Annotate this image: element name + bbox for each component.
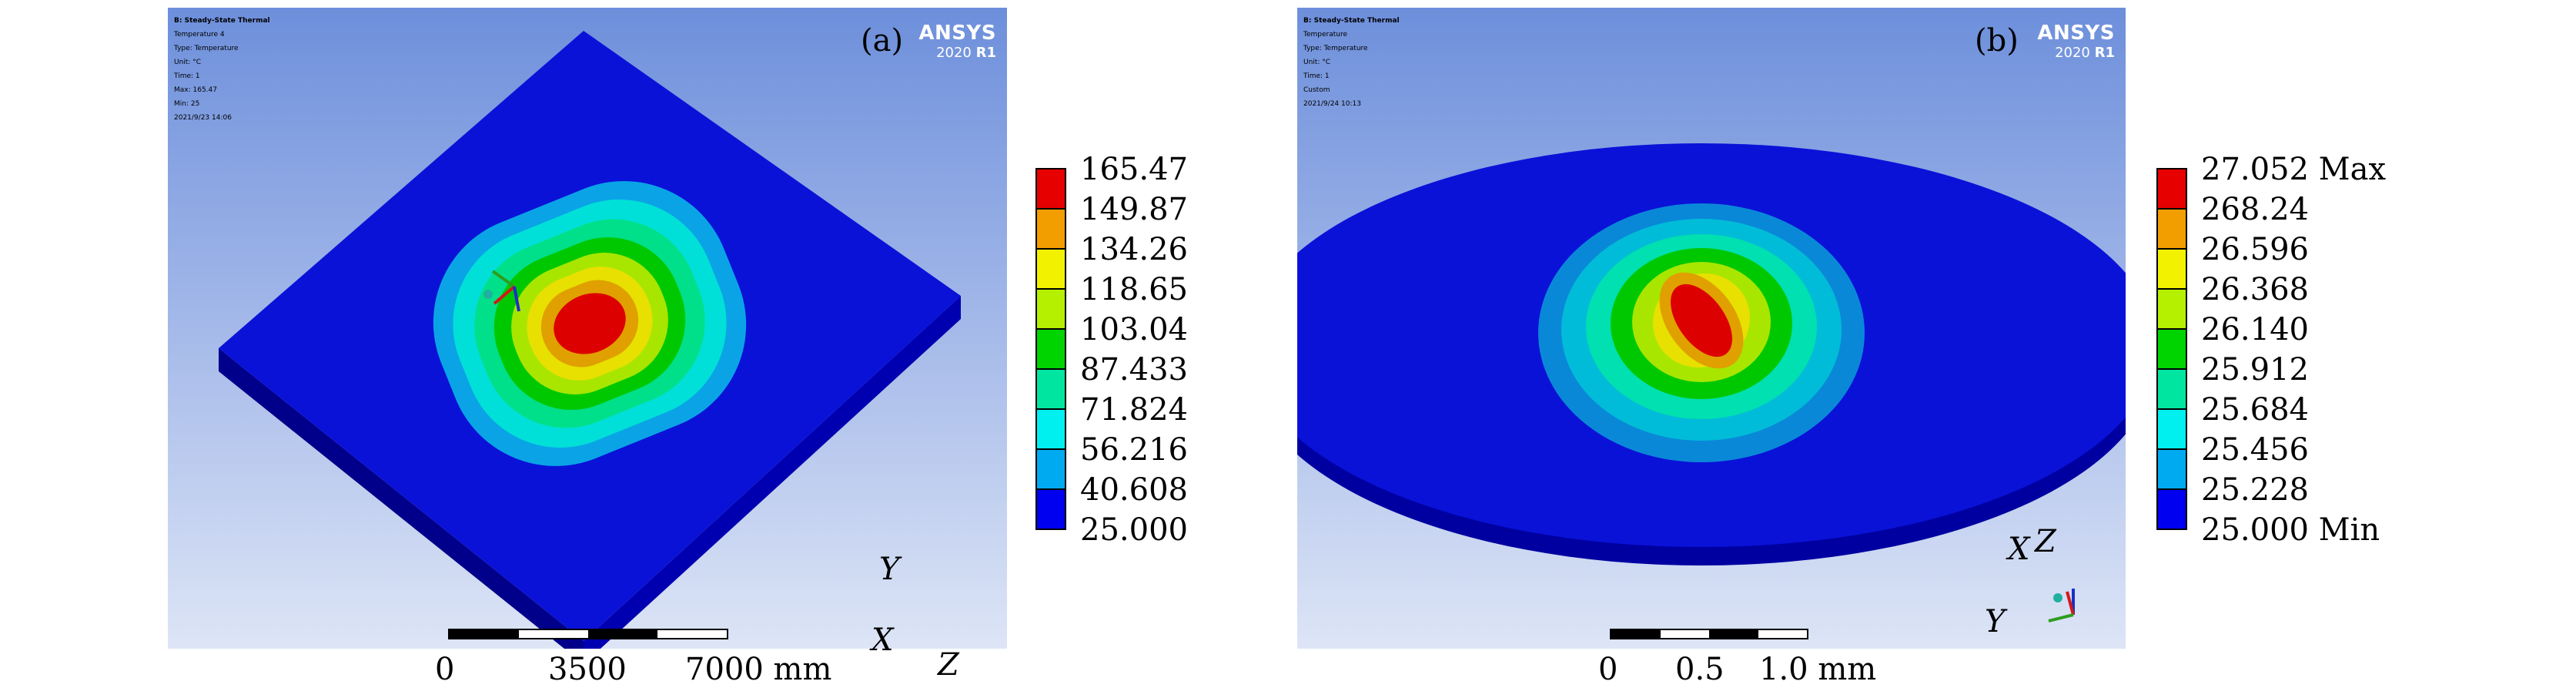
legend-a: 165.47 149.87 134.26 118.65 103.04 87.433 71.8… (1035, 154, 1266, 545)
scale-bar-b (1610, 629, 1808, 639)
axis-label-y: Y (1985, 604, 2006, 639)
viewport-a: B: Steady-State Thermal Temperature 4 Ty… (168, 8, 1007, 649)
hud-line: Max: 165.47 (174, 86, 217, 94)
scale-label: 1.0 mm (1759, 652, 1877, 687)
legend-value: 134.26 (1080, 232, 1188, 267)
panel-label-a: (a) (861, 23, 904, 59)
axis-triad-b (2048, 589, 2075, 622)
legend-value: 40.608 (1080, 472, 1188, 508)
model-a-svg (219, 31, 961, 649)
brand-version: 2020 R1 (2055, 45, 2115, 61)
hud-line: Time: 1 (174, 72, 200, 80)
legend-value: 26.140 (2201, 312, 2309, 347)
panel-b: B: Steady-State Thermal Temperature Type… (1288, 0, 2576, 698)
contour-group-a (433, 181, 747, 466)
contour-core (1671, 284, 1732, 357)
legend-value: 165.47 (1080, 152, 1188, 187)
legend-swatch (2156, 488, 2187, 530)
legend-value: 56.216 (1080, 432, 1188, 468)
hud-line: Type: Temperature (174, 45, 239, 52)
panel-a: B: Steady-State Thermal Temperature 4 Ty… (168, 8, 1266, 687)
axis-label-y: Y (879, 552, 900, 587)
axis-label-x: X (871, 622, 894, 658)
axis-label-x: X (2008, 532, 2030, 567)
hud-line: Time: 1 (1303, 72, 1330, 80)
legend-swatch (2156, 208, 2187, 250)
legend-value: 26.596 (2201, 232, 2309, 267)
legend-swatch (1035, 328, 1066, 370)
legend-value: 25.000 Min (2201, 512, 2380, 548)
hud-info-b: B: Steady-State Thermal Temperature Type… (1303, 14, 1400, 111)
scale-label: 3500 (548, 652, 627, 687)
legend-value: 103.04 (1080, 312, 1188, 347)
hud-line: 2021/9/24 10:13 (1303, 100, 1361, 108)
contour-core (554, 293, 626, 354)
legend-swatch (1035, 248, 1066, 290)
scale-label: 0 (435, 652, 455, 687)
hud-line: B: Steady-State Thermal (174, 17, 270, 25)
scale-label: 0.5 (1675, 652, 1725, 687)
hud-info-a: B: Steady-State Thermal Temperature 4 Ty… (174, 14, 270, 125)
hud-line: Min: 25 (174, 100, 200, 108)
legend-swatch (2156, 288, 2187, 330)
legend-swatch (2156, 408, 2187, 450)
model-b-svg (1297, 143, 2126, 622)
legend-value: 87.433 (1080, 352, 1188, 388)
legend-value: 25.000 (1080, 512, 1188, 548)
ansys-logo-b: ANSYS 2020 R1 (2037, 22, 2115, 61)
scale-bar-a (448, 629, 728, 639)
legend-swatch (1035, 368, 1066, 410)
legend-swatch (2156, 168, 2187, 210)
legend-swatch (2156, 328, 2187, 370)
legend-value: 149.87 (1080, 192, 1188, 227)
legend-value: 25.912 (2201, 352, 2309, 388)
legend-swatch (1035, 448, 1066, 490)
legend-swatch (2156, 448, 2187, 490)
hud-line: Temperature (1303, 31, 1348, 39)
legend-value: 268.24 (2201, 192, 2309, 227)
legend-swatch (1035, 288, 1066, 330)
legend-swatch (1035, 488, 1066, 530)
panel-label-b: (b) (1975, 23, 2019, 59)
legend-swatch (1035, 208, 1066, 250)
brand-name: ANSYS (2037, 22, 2115, 45)
legend-swatch (2156, 368, 2187, 410)
hud-line: Type: Temperature (1303, 45, 1368, 52)
plate-side-right (584, 296, 961, 649)
brand-version: 2020 R1 (936, 45, 996, 61)
legend-value: 71.824 (1080, 392, 1188, 428)
axis-label-z: Z (938, 647, 959, 683)
hud-line: Unit: °C (1303, 59, 1330, 66)
axis-triad-a (483, 270, 520, 312)
brand-name: ANSYS (918, 22, 996, 45)
hud-line: Temperature 4 (174, 31, 225, 39)
viewport-b: B: Steady-State Thermal Temperature Type… (1297, 8, 2126, 649)
legend-value: 27.052 Max (2201, 152, 2387, 187)
legend-swatch (1035, 168, 1066, 210)
contour-group-b (1538, 203, 1865, 462)
hud-line: Unit: °C (174, 59, 201, 66)
axis-label-z: Z (2035, 524, 2056, 559)
ansys-logo-a: ANSYS 2020 R1 (918, 22, 996, 61)
legend-b: 27.052 Max 268.24 26.596 26.368 26.140 25.912… (2156, 154, 2434, 545)
scale-label: 7000 mm (685, 652, 832, 687)
legend-value: 25.456 (2201, 432, 2309, 468)
hud-line: Custom (1303, 86, 1330, 94)
hud-line: 2021/9/23 14:06 (174, 114, 232, 122)
legend-value: 26.368 (2201, 272, 2309, 307)
legend-value: 118.65 (1080, 272, 1188, 307)
plate-side-left (219, 348, 584, 649)
scale-label: 0 (1598, 652, 1618, 687)
legend-swatch (2156, 248, 2187, 290)
legend-value: 25.684 (2201, 392, 2309, 428)
hud-line: B: Steady-State Thermal (1303, 17, 1400, 25)
legend-value: 25.228 (2201, 472, 2309, 508)
legend-swatch (1035, 408, 1066, 450)
